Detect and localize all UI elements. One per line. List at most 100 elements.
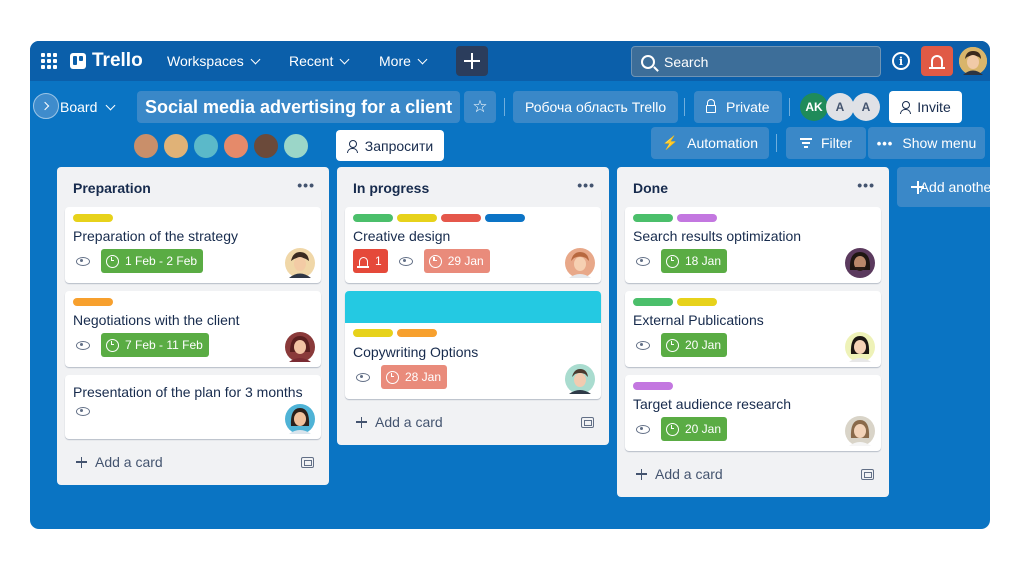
card-cover: [345, 291, 601, 323]
label-green[interactable]: [633, 214, 673, 222]
watch-icon: [76, 256, 90, 266]
account-avatar[interactable]: [957, 45, 989, 77]
lightning-icon: ⚡: [661, 135, 679, 150]
label-yellow[interactable]: [73, 214, 113, 222]
label-blue[interactable]: [485, 214, 525, 222]
member-avatar[interactable]: A: [826, 93, 854, 121]
due-date-badge[interactable]: 28 Jan: [381, 365, 448, 389]
due-date-badge[interactable]: 7 Feb - 11 Feb: [101, 333, 209, 357]
card-template-icon[interactable]: [581, 417, 594, 428]
card-labels[interactable]: [633, 382, 673, 390]
team-avatar[interactable]: [252, 132, 280, 160]
card-member-avatar[interactable]: [565, 248, 595, 278]
label-orange[interactable]: [73, 298, 113, 306]
member-avatar[interactable]: AK: [800, 93, 828, 121]
card-member-avatar[interactable]: [845, 332, 875, 362]
add-list-button[interactable]: Add another list: [897, 167, 990, 207]
card-member-avatar[interactable]: [845, 416, 875, 446]
invite-button[interactable]: Invite: [889, 91, 962, 123]
sidebar-toggle-button[interactable]: [33, 93, 59, 119]
card-title: Negotiations with the client: [73, 312, 240, 328]
due-date-badge[interactable]: 20 Jan: [661, 333, 728, 357]
card-member-avatar[interactable]: [285, 248, 315, 278]
card-labels[interactable]: [353, 329, 437, 337]
notifications-button[interactable]: [921, 46, 953, 76]
label-purple[interactable]: [677, 214, 717, 222]
list-title[interactable]: In progress: [353, 180, 430, 196]
label-green[interactable]: [633, 298, 673, 306]
card[interactable]: Preparation of the strategy 1 Feb - 2 Fe…: [65, 207, 321, 283]
list-title[interactable]: Done: [633, 180, 668, 196]
card-labels[interactable]: [73, 214, 113, 222]
card[interactable]: Presentation of the plan for 3 months: [65, 375, 321, 439]
card[interactable]: Negotiations with the client 7 Feb - 11 …: [65, 291, 321, 367]
label-yellow[interactable]: [353, 329, 393, 337]
logo-text: Trello: [92, 50, 143, 71]
team-avatar[interactable]: [162, 132, 190, 160]
board-title[interactable]: Social media advertising for a client: [137, 91, 461, 123]
card-badges: 18 Jan: [633, 249, 728, 273]
due-date-badge[interactable]: 29 Jan: [423, 249, 490, 273]
due-date-text: 18 Jan: [685, 254, 722, 268]
watch-icon: [636, 424, 650, 434]
add-person-icon: [900, 101, 912, 114]
label-orange[interactable]: [397, 329, 437, 337]
due-date-badge[interactable]: 20 Jan: [661, 417, 728, 441]
label-green[interactable]: [353, 214, 393, 222]
app-switcher-icon[interactable]: [41, 53, 57, 69]
list-actions-icon[interactable]: •••: [577, 177, 595, 193]
nav-workspaces[interactable]: Workspaces: [167, 51, 261, 71]
card-labels[interactable]: [73, 298, 113, 306]
card-member-avatar[interactable]: [845, 248, 875, 278]
member-avatar[interactable]: A: [852, 93, 880, 121]
label-yellow[interactable]: [397, 214, 437, 222]
automation-button[interactable]: ⚡ Automation: [651, 127, 769, 159]
label-red[interactable]: [441, 214, 481, 222]
clock-icon: [106, 338, 119, 352]
clock-icon: [386, 370, 399, 384]
info-icon[interactable]: i: [892, 52, 910, 70]
card-member-avatar[interactable]: [285, 332, 315, 362]
card-member-avatar[interactable]: [565, 364, 595, 394]
add-card-button[interactable]: Add a card: [636, 466, 723, 482]
card[interactable]: Search results optimization 18 Jan: [625, 207, 881, 283]
nav-more[interactable]: More: [379, 51, 428, 71]
card[interactable]: Creative design 1 29 Jan: [345, 207, 601, 283]
request-access-button[interactable]: Запросити: [336, 130, 444, 161]
card-template-icon[interactable]: [301, 457, 314, 468]
card[interactable]: Copywriting Options 28 Jan: [345, 291, 601, 399]
list-actions-icon[interactable]: •••: [297, 177, 315, 193]
card-badges: 1 Feb - 2 Feb: [73, 249, 204, 273]
team-avatar[interactable]: [192, 132, 220, 160]
watch-icon: [76, 340, 90, 350]
team-avatar[interactable]: [132, 132, 160, 160]
trello-logo[interactable]: Trello: [70, 50, 143, 72]
board-view-switcher[interactable]: Board: [60, 92, 116, 122]
due-date-badge[interactable]: 18 Jan: [661, 249, 728, 273]
add-card-button[interactable]: Add a card: [356, 414, 443, 430]
card-labels[interactable]: [633, 214, 717, 222]
card-labels[interactable]: [633, 298, 717, 306]
filter-button[interactable]: Filter: [786, 127, 866, 159]
label-yellow[interactable]: [677, 298, 717, 306]
due-date-badge[interactable]: 1 Feb - 2 Feb: [101, 249, 204, 273]
notification-badge[interactable]: 1: [353, 249, 388, 273]
card[interactable]: Target audience research 20 Jan: [625, 375, 881, 451]
visibility-button[interactable]: Private: [694, 91, 782, 123]
add-card-button[interactable]: Add a card: [76, 454, 163, 470]
card-member-avatar[interactable]: [285, 404, 315, 434]
team-avatar[interactable]: [282, 132, 310, 160]
list-title[interactable]: Preparation: [73, 180, 151, 196]
label-purple[interactable]: [633, 382, 673, 390]
card-labels[interactable]: [353, 214, 525, 222]
list-actions-icon[interactable]: •••: [857, 177, 875, 193]
workspace-button[interactable]: Робоча область Trello: [513, 91, 679, 123]
card-template-icon[interactable]: [861, 469, 874, 480]
search-input[interactable]: Search: [631, 46, 881, 77]
star-board-button[interactable]: ☆: [464, 91, 496, 123]
card[interactable]: External Publications 20 Jan: [625, 291, 881, 367]
team-avatar[interactable]: [222, 132, 250, 160]
nav-recent[interactable]: Recent: [289, 51, 350, 71]
show-menu-button[interactable]: ••• Show menu: [868, 127, 985, 159]
create-button[interactable]: [456, 46, 488, 76]
